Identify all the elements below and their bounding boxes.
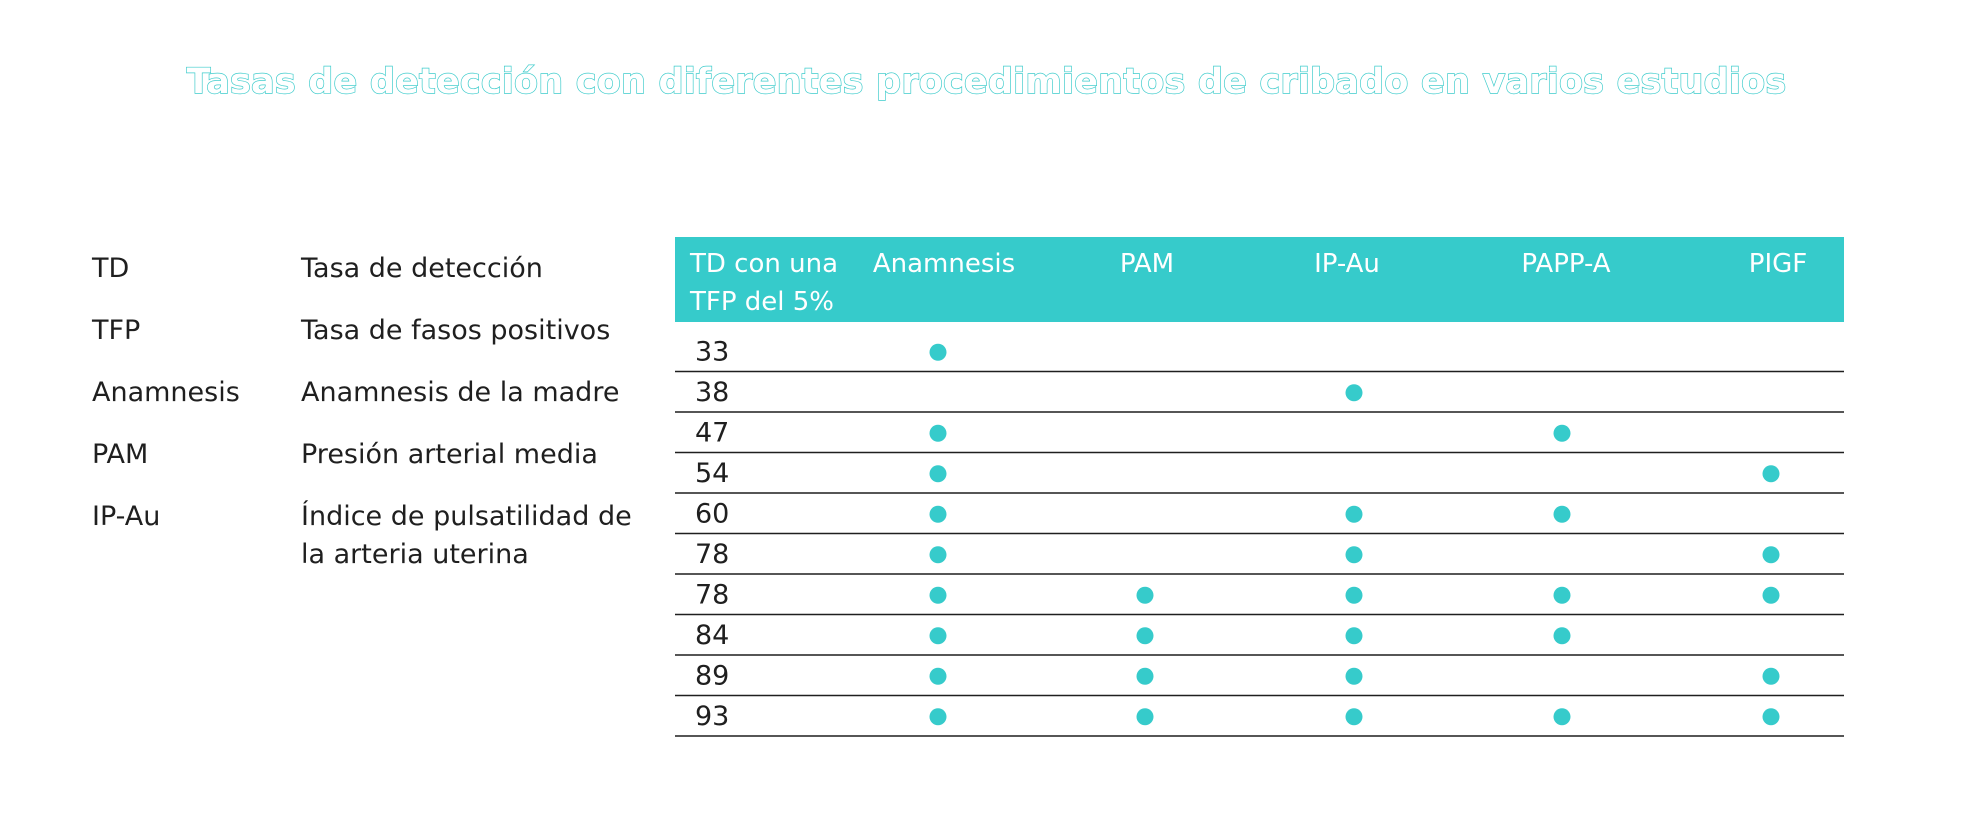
procedure-dot xyxy=(1136,708,1154,726)
procedure-dot xyxy=(929,627,947,645)
glossary-abbr: Anamnesis xyxy=(92,377,240,408)
glossary-row: TD Tasa de detección xyxy=(92,250,652,288)
procedure-dot xyxy=(1345,627,1363,645)
procedure-dot xyxy=(1553,424,1571,442)
procedure-dot xyxy=(1136,627,1154,645)
procedure-dot xyxy=(1553,505,1571,523)
glossary-abbr: PAM xyxy=(92,439,149,470)
row-detection-rate: 93 xyxy=(695,701,729,732)
glossary-abbr: IP-Au xyxy=(92,501,161,532)
procedure-dot xyxy=(929,343,947,361)
glossary-abbr: TFP xyxy=(92,315,141,346)
row-detection-rate: 78 xyxy=(695,539,729,570)
procedure-dot xyxy=(1345,384,1363,402)
procedure-dot xyxy=(1136,586,1154,604)
column-header: PIGF xyxy=(1749,249,1807,279)
procedure-dot xyxy=(929,465,947,483)
column-header: PAM xyxy=(1120,249,1174,279)
procedure-dot xyxy=(1762,465,1780,483)
procedure-dot xyxy=(929,505,947,523)
glossary-definition: Tasa de fasos positivos xyxy=(301,315,611,346)
row-detection-rate: 84 xyxy=(695,620,729,651)
glossary-row: PAM Presión arterial media xyxy=(92,436,652,474)
glossary-abbr: TD xyxy=(92,253,130,284)
glossary-row: Anamnesis Anamnesis de la madre xyxy=(92,374,652,412)
glossary: TD Tasa de detección TFP Tasa de fasos p… xyxy=(92,250,652,598)
procedure-dot xyxy=(1553,586,1571,604)
row-detection-rate: 60 xyxy=(695,498,729,529)
procedure-dot xyxy=(1553,708,1571,726)
row-header-label: TD con una xyxy=(689,249,838,279)
procedure-dot xyxy=(929,546,947,564)
procedure-dot xyxy=(1762,667,1780,685)
glossary-definition: Tasa de detección xyxy=(301,253,543,284)
procedure-dot xyxy=(1553,627,1571,645)
procedure-dot xyxy=(929,708,947,726)
row-header-label: TFP del 5% xyxy=(689,287,834,317)
column-header: Anamnesis xyxy=(873,249,1015,279)
row-detection-rate: 38 xyxy=(695,377,729,408)
procedure-dot xyxy=(929,424,947,442)
row-detection-rate: 33 xyxy=(695,336,729,367)
row-detection-rate: 89 xyxy=(695,660,729,691)
glossary-definition: Anamnesis de la madre xyxy=(301,377,620,408)
procedure-dot xyxy=(1345,586,1363,604)
column-header: IP-Au xyxy=(1314,249,1380,279)
chart-title-text: Tasas de detección con diferentes proced… xyxy=(186,61,1787,102)
procedure-dot xyxy=(1345,546,1363,564)
procedure-dot xyxy=(1345,667,1363,685)
procedure-dot xyxy=(1345,505,1363,523)
procedure-dot xyxy=(1345,708,1363,726)
procedure-dot xyxy=(929,667,947,685)
row-detection-rate: 78 xyxy=(695,579,729,610)
procedure-dot xyxy=(1762,546,1780,564)
procedure-dot xyxy=(1762,708,1780,726)
glossary-definition: Índice de pulsatilidad de la arteria ute… xyxy=(301,501,632,570)
glossary-row: IP-Au Índice de pulsatilidad de la arter… xyxy=(92,498,652,574)
procedure-dot xyxy=(929,586,947,604)
chart-title: Tasas de detección con diferentes proced… xyxy=(0,61,1973,102)
glossary-row: TFP Tasa de fasos positivos xyxy=(92,312,652,350)
procedure-dot xyxy=(1762,586,1780,604)
procedure-dot xyxy=(1136,667,1154,685)
row-detection-rate: 54 xyxy=(695,458,729,489)
column-header: PAPP-A xyxy=(1521,249,1610,279)
glossary-definition: Presión arterial media xyxy=(301,439,598,470)
table-header-band xyxy=(675,237,1844,322)
row-detection-rate: 47 xyxy=(695,417,729,448)
